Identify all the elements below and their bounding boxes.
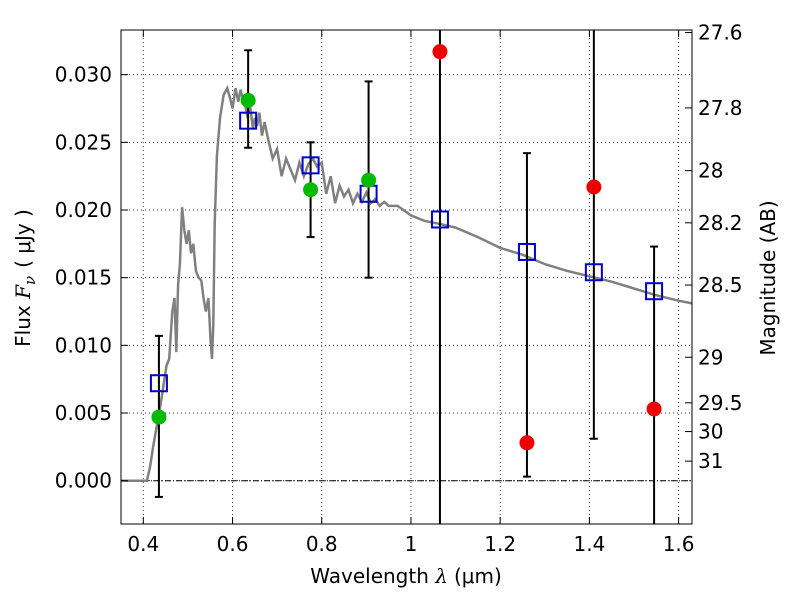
- x-axis-ticks: 0.4 0.6 0.8 1 1.2 1.4 1.6: [127, 30, 695, 556]
- upper-limit-point: [432, 44, 448, 60]
- y-tick-label: 0.000: [55, 469, 112, 493]
- y-tick-label: 0.030: [55, 63, 112, 87]
- y-tick-label: 0.005: [55, 401, 112, 425]
- upper-limit-point: [586, 179, 602, 195]
- y-axis-ticks: 0.000 0.005 0.010 0.015 0.020 0.025 0.030: [55, 63, 128, 493]
- x-tick-label: 1.2: [484, 532, 516, 556]
- model-band-flux-square: [430, 210, 449, 229]
- upper-limit-point: [646, 401, 662, 417]
- magnitude-tick-label: 29: [698, 345, 723, 369]
- magnitude-tick-label: 27.6: [698, 21, 743, 45]
- magnitude-axis-ticks: 27.6 27.8 28 28.2 28.5 29 29.5 30 31: [685, 21, 743, 473]
- y-tick-label: 0.010: [55, 333, 112, 357]
- plot-content: [121, 30, 693, 524]
- observed-detection-markers: [151, 92, 377, 425]
- upper-limit-markers: [432, 44, 662, 451]
- magnitude-tick-label: 29.5: [698, 391, 743, 415]
- y-tick-label: 0.025: [55, 130, 112, 154]
- magnitude-tick-label: 31: [698, 449, 723, 473]
- x-tick-label: 1.6: [663, 532, 695, 556]
- x-tick-label: 0.8: [306, 532, 338, 556]
- model-band-flux-square: [239, 111, 258, 130]
- model-band-flux-square: [584, 263, 603, 282]
- observed-detection-point: [240, 92, 256, 108]
- model-band-flux-square: [645, 282, 664, 301]
- magnitude-tick-label: 28.2: [698, 211, 743, 235]
- magnitude-tick-label: 30: [698, 420, 723, 444]
- y-tick-label: 0.020: [55, 198, 112, 222]
- model-band-flux-square: [517, 242, 536, 261]
- x-tick-label: 0.6: [217, 532, 249, 556]
- magnitude-tick-label: 27.8: [698, 96, 743, 120]
- x-axis-title: Wavelength λ (μm): [310, 564, 502, 588]
- model-band-flux-square: [301, 156, 320, 175]
- observed-detection-point: [361, 172, 377, 188]
- observed-detection-point: [151, 409, 167, 425]
- upper-limit-point: [519, 435, 535, 451]
- y-tick-label: 0.015: [55, 266, 112, 290]
- y-axis-title: Flux Fν( μJy ): [11, 209, 39, 347]
- magnitude-tick-label: 28.5: [698, 273, 743, 297]
- x-tick-label: 1.4: [573, 532, 605, 556]
- magnitude-axis-title: Magnitude (AB): [756, 200, 780, 355]
- observed-detection-point: [303, 182, 319, 198]
- magnitude-tick-label: 28: [698, 159, 723, 183]
- x-tick-label: 0.4: [127, 532, 159, 556]
- model-band-flux-markers: [149, 111, 664, 393]
- model-band-flux-square: [149, 374, 168, 393]
- model-spectrum-line: [121, 84, 693, 482]
- plot-frame: [120, 29, 693, 525]
- x-tick-label: 1: [405, 532, 418, 556]
